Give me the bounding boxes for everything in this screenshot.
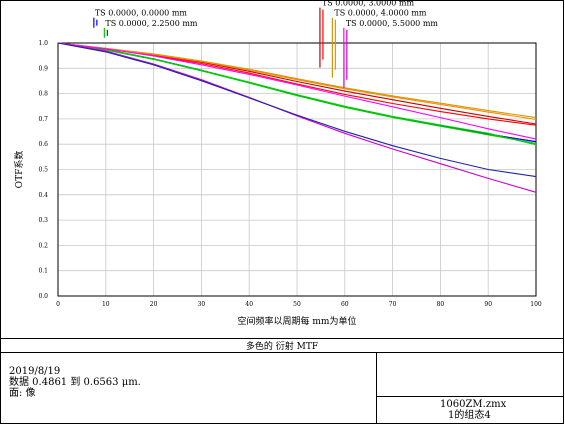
y-tick-label: 0.0 xyxy=(38,293,48,300)
y-tick-label: 0.9 xyxy=(38,65,48,72)
series-line xyxy=(57,42,537,140)
y-tick-label: 0.5 xyxy=(38,167,48,174)
chart-title: 多色的 衍射 MTF xyxy=(246,340,318,352)
x-tick-label: 50 xyxy=(293,301,301,308)
series-line xyxy=(57,42,537,193)
legend-label: TS 0.0000, 0.0000 mm xyxy=(95,9,188,18)
y-tick-label: 0.7 xyxy=(38,116,48,123)
x-tick-label: 80 xyxy=(437,301,445,308)
y-tick-label: 0.8 xyxy=(38,91,48,98)
legend-label: TS 0.0000, 5.5000 mm xyxy=(346,19,439,28)
y-tick-label: 0.1 xyxy=(38,268,48,275)
y-tick-label: 0.6 xyxy=(38,141,48,148)
y-tick-label: 0.2 xyxy=(38,242,48,249)
series-line xyxy=(57,42,537,146)
x-tick-label: 60 xyxy=(341,301,349,308)
filename-text: 1060ZM.zmx xyxy=(440,399,507,410)
x-tick-label: 0 xyxy=(56,301,60,308)
y-tick-label: 1.0 xyxy=(38,40,48,47)
series-line xyxy=(57,42,537,178)
wavelength-range-text: 数据 0.4861 到 0.6563 μm. xyxy=(9,377,141,388)
x-tick-label: 30 xyxy=(198,301,206,308)
x-tick-label: 20 xyxy=(150,301,158,308)
y-axis-label: OTF系数 xyxy=(13,151,25,189)
x-tick-label: 40 xyxy=(245,301,253,308)
y-tick-label: 0.4 xyxy=(38,192,48,199)
series-line xyxy=(57,42,537,120)
legend-label: TS 0.0000, 3.0000 mm xyxy=(322,0,415,8)
x-tick-label: 90 xyxy=(484,301,492,308)
x-axis-label: 空间频率以周期每 mm为单位 xyxy=(238,315,357,327)
date-text: 2019/8/19 xyxy=(9,366,61,377)
configuration-text: 1的组态4 xyxy=(448,410,491,421)
legend-label: TS 0.0000, 4.0000 mm xyxy=(334,9,427,18)
x-tick-label: 70 xyxy=(389,301,397,308)
legend-label: TS 0.0000, 2.2500 mm xyxy=(105,19,198,28)
plot-border xyxy=(57,42,537,297)
x-tick-label: 10 xyxy=(102,301,110,308)
y-tick-label: 0.3 xyxy=(38,217,48,224)
x-tick-label: 100 xyxy=(530,301,542,308)
surface-text: 面: 像 xyxy=(9,388,36,399)
